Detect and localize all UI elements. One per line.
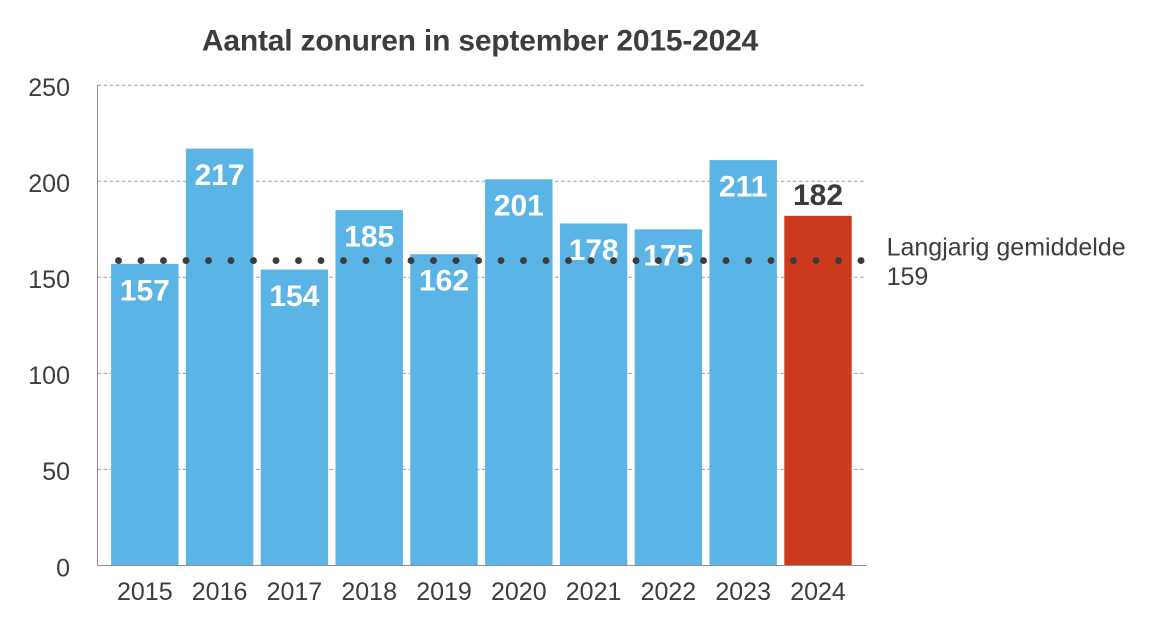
svg-text:0: 0 <box>56 554 70 582</box>
svg-text:2019: 2019 <box>416 578 472 606</box>
svg-text:157: 157 <box>120 274 170 307</box>
svg-text:2016: 2016 <box>192 578 248 606</box>
svg-text:2022: 2022 <box>641 578 697 606</box>
svg-text:175: 175 <box>643 240 693 273</box>
svg-text:250: 250 <box>28 74 70 102</box>
svg-text:2018: 2018 <box>341 578 397 606</box>
svg-text:2017: 2017 <box>267 578 323 606</box>
svg-text:159: 159 <box>887 263 929 291</box>
svg-text:200: 200 <box>28 170 70 198</box>
svg-text:162: 162 <box>419 265 469 298</box>
svg-text:50: 50 <box>42 458 70 486</box>
svg-text:217: 217 <box>195 159 245 192</box>
svg-text:Aantal zonuren in september 20: Aantal zonuren in september 2015-2024 <box>202 24 759 57</box>
svg-text:2021: 2021 <box>566 578 622 606</box>
svg-text:2023: 2023 <box>715 578 771 606</box>
svg-text:2020: 2020 <box>491 578 547 606</box>
svg-text:Langjarig gemiddelde: Langjarig gemiddelde <box>887 234 1126 262</box>
svg-text:182: 182 <box>793 179 843 212</box>
svg-text:2015: 2015 <box>117 578 173 606</box>
svg-text:201: 201 <box>494 190 544 223</box>
svg-text:150: 150 <box>28 266 70 294</box>
svg-text:100: 100 <box>28 362 70 390</box>
svg-text:185: 185 <box>344 221 394 254</box>
svg-text:154: 154 <box>269 280 319 313</box>
svg-text:211: 211 <box>719 171 767 204</box>
svg-text:2024: 2024 <box>790 578 846 606</box>
